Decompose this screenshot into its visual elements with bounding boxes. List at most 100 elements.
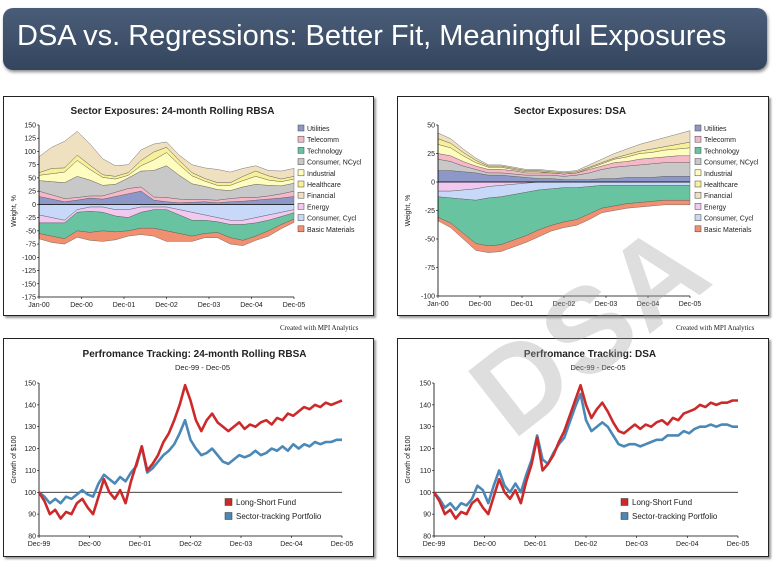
legend-label-basic-materials: Basic Materials xyxy=(704,227,752,234)
y-tick-label: 75 xyxy=(28,162,36,169)
legend-label-energy: Energy xyxy=(307,204,330,211)
y-tick-label: 125 xyxy=(24,136,36,143)
y-tick-label: 100 xyxy=(24,149,36,156)
legend-label-utilities: Utilities xyxy=(704,126,727,133)
area-basic-materials xyxy=(437,200,691,253)
x-tick-label: Dec-99 xyxy=(28,541,51,548)
legend-swatch-consumer-cycl xyxy=(297,214,305,221)
legend-swatch-telecomm xyxy=(694,135,702,143)
legend-swatch-energy xyxy=(297,203,305,210)
legend-swatch-technology xyxy=(297,147,305,154)
area-financial xyxy=(437,130,691,174)
x-tick-label: Dec-99 xyxy=(423,541,446,548)
y-tick-label: 25 xyxy=(427,151,435,158)
y-tick-label: 25 xyxy=(28,189,36,196)
y-tick-label: -75 xyxy=(26,242,36,249)
legend-label-consumer-ncycl: Consumer, NCycl xyxy=(307,160,362,167)
chart-subtitle: Dec-99 - Dec-05 xyxy=(175,363,230,372)
y-tick-label: -125 xyxy=(22,268,36,275)
x-tick-label: Dec-00 xyxy=(78,541,101,548)
y-tick-label: 120 xyxy=(24,446,36,453)
x-tick-label: Dec-03 xyxy=(595,301,618,308)
x-tick-label: Dec-05 xyxy=(331,541,354,548)
x-tick-label: Dec-05 xyxy=(679,301,702,308)
y-tick-label: 0 xyxy=(431,180,435,187)
x-tick-label: Dec-04 xyxy=(676,541,699,548)
x-tick-label: Dec-02 xyxy=(575,541,598,548)
legend-label-consumer-cycl: Consumer, Cycl xyxy=(307,216,357,223)
y-tick-label: 130 xyxy=(24,424,36,431)
legend-swatch-telecomm xyxy=(297,135,305,143)
x-tick-label: Dec-03 xyxy=(198,302,221,309)
y-tick-label: 0 xyxy=(32,202,36,209)
chart-title: Sector Exposures: DSA xyxy=(514,106,626,117)
x-tick-label: Dec-05 xyxy=(283,302,306,309)
x-tick-label: Dec-05 xyxy=(727,541,750,548)
y-tick-label: 150 xyxy=(24,381,36,388)
y-tick-label: 110 xyxy=(25,468,36,475)
legend-swatch-energy xyxy=(694,203,702,210)
x-tick-label: Jan-00 xyxy=(427,301,449,308)
legend-swatch-industrial xyxy=(297,169,305,177)
y-tick-label: 150 xyxy=(419,381,431,388)
legend-label-basic-materials: Basic Materials xyxy=(307,227,355,234)
y-tick-label: -150 xyxy=(22,281,36,288)
legend-swatch-utilities xyxy=(297,124,305,132)
legend-label-financial: Financial xyxy=(704,193,732,200)
legend-swatch-technology xyxy=(694,147,702,154)
y-tick-label: 150 xyxy=(24,123,36,130)
legend-label-energy: Energy xyxy=(704,204,727,211)
y-tick-label: 90 xyxy=(28,512,36,519)
y-tick-label: -175 xyxy=(22,295,36,302)
x-tick-label: Dec-03 xyxy=(625,541,648,548)
x-tick-label: Dec-01 xyxy=(524,541,547,548)
y-axis-label: Growth of $100 xyxy=(11,435,18,483)
x-tick-label: Dec-02 xyxy=(179,541,202,548)
legend-label-telecomm: Telecomm xyxy=(704,137,736,144)
legend-swatch-long-short-fund xyxy=(620,498,629,506)
legend-label-consumer-ncycl: Consumer, NCycl xyxy=(704,160,759,167)
y-tick-label: 50 xyxy=(28,175,36,182)
y-tick-label: -100 xyxy=(421,294,435,301)
legend-label-long-short-fund: Long-Short Fund xyxy=(632,498,692,507)
x-tick-label: Dec-04 xyxy=(637,301,660,308)
legend-swatch-healthcare xyxy=(694,180,702,188)
legend-label-consumer-cycl: Consumer, Cycl xyxy=(704,216,754,223)
legend-label-sector-tracking-portfolio: Sector-tracking Portfolio xyxy=(632,512,718,521)
y-tick-label: -25 xyxy=(425,208,435,215)
legend-swatch-consumer-ncycl xyxy=(694,158,702,165)
legend-swatch-sector-tracking-portfolio xyxy=(620,512,629,520)
y-tick-label: 120 xyxy=(419,446,431,453)
y-tick-label: 100 xyxy=(419,490,431,497)
chart-panel-dsa-exposures: Sector Exposures: DSA 50 25 0 -25 -50 -75 -100 J… xyxy=(397,96,769,316)
title-banner: DSA vs. Regressions: Better Fit, Meaning… xyxy=(3,8,767,70)
x-tick-label: Dec-02 xyxy=(553,301,576,308)
legend-label-industrial: Industrial xyxy=(307,171,336,178)
legend-swatch-sector-tracking-portfolio xyxy=(224,512,233,520)
x-tick-label: Dec-01 xyxy=(129,541,152,548)
credit-left: Created with MPI Analytics xyxy=(280,324,359,332)
legend-swatch-long-short-fund xyxy=(224,498,233,506)
rbsa-performance-chart: Perfromance Tracking: 24-month Rolling R… xyxy=(11,349,354,548)
x-tick-label: Dec-03 xyxy=(230,541,253,548)
y-tick-label: 80 xyxy=(28,534,36,541)
legend-label-financial: Financial xyxy=(307,193,335,200)
area-financial xyxy=(38,131,295,183)
y-tick-label: 140 xyxy=(419,402,431,409)
y-tick-label: -75 xyxy=(425,265,435,272)
x-tick-label: Dec-02 xyxy=(155,302,178,309)
series-line-long-short-fund xyxy=(432,383,738,520)
legend-swatch-financial xyxy=(694,191,702,199)
legend-swatch-basic-materials xyxy=(694,225,702,233)
legend-label-technology: Technology xyxy=(704,148,740,155)
x-tick-label: Dec-00 xyxy=(70,302,93,309)
y-tick-label: -25 xyxy=(26,215,36,222)
chart-title: Sector Exposures: 24-month Rolling RBSA xyxy=(71,106,275,117)
y-tick-label: -50 xyxy=(425,237,435,244)
series-line-long-short-fund xyxy=(37,383,343,520)
x-tick-label: Dec-04 xyxy=(280,541,303,548)
dsa-performance-chart: Perfromance Tracking: DSA Dec-99 - Dec-05… xyxy=(405,349,750,548)
legend-label-telecomm: Telecomm xyxy=(307,137,339,144)
y-tick-label: 130 xyxy=(419,424,431,431)
page-title: DSA vs. Regressions: Better Fit, Meaning… xyxy=(17,20,727,52)
